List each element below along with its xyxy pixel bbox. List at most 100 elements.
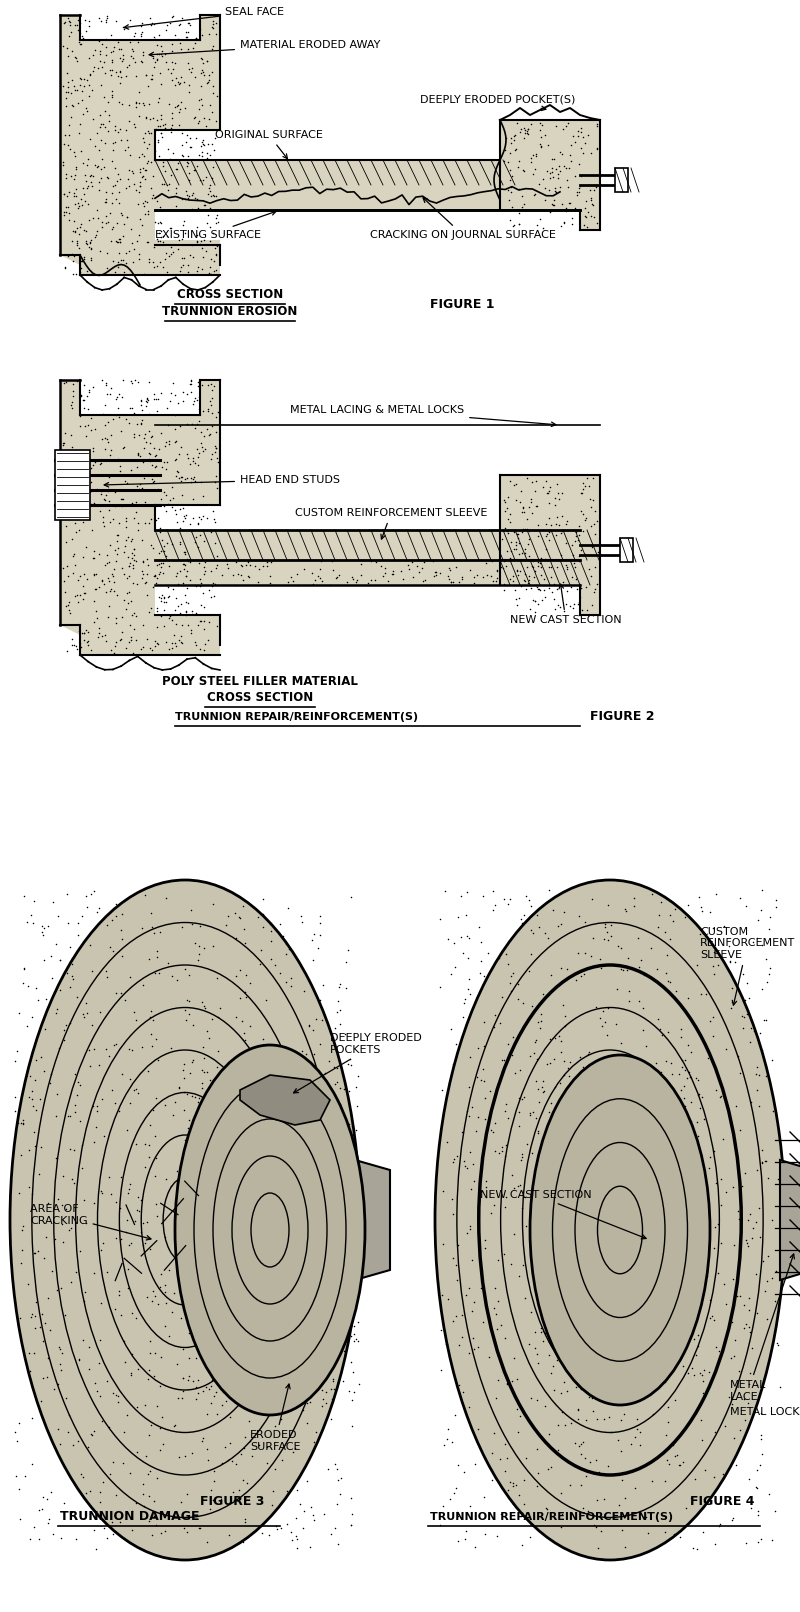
Point <box>445 569 458 595</box>
Point <box>75 248 88 274</box>
Point <box>104 437 117 463</box>
Point <box>30 1048 42 1074</box>
Point <box>204 253 217 279</box>
Point <box>738 1386 750 1412</box>
Point <box>630 1290 643 1315</box>
Point <box>146 66 158 92</box>
Point <box>58 255 71 280</box>
Point <box>196 372 209 398</box>
Point <box>218 1278 230 1304</box>
Point <box>584 1212 597 1238</box>
Point <box>166 962 178 988</box>
Point <box>258 1251 271 1277</box>
Point <box>426 548 439 574</box>
Point <box>156 111 169 137</box>
Point <box>308 567 321 593</box>
Point <box>764 954 777 980</box>
Point <box>327 1028 340 1054</box>
Point <box>646 882 658 908</box>
Point <box>238 1101 250 1127</box>
Point <box>177 1336 190 1362</box>
Point <box>164 603 177 629</box>
Point <box>743 1319 756 1344</box>
Point <box>480 1169 493 1194</box>
Point <box>240 551 253 577</box>
Point <box>101 1369 114 1394</box>
Point <box>662 1246 674 1272</box>
Point <box>497 1048 510 1074</box>
Point <box>293 1153 306 1178</box>
Point <box>163 430 176 456</box>
Point <box>478 1009 490 1035</box>
Point <box>138 1230 151 1256</box>
Point <box>498 498 511 524</box>
Point <box>210 1261 223 1286</box>
Point <box>193 397 206 422</box>
Point <box>152 127 165 153</box>
Point <box>324 572 337 598</box>
Point <box>492 1288 505 1314</box>
Point <box>206 1174 218 1199</box>
Point <box>203 1349 216 1375</box>
Point <box>306 1167 318 1193</box>
Point <box>694 1095 706 1120</box>
Point <box>144 448 157 474</box>
Point <box>582 1498 594 1523</box>
Point <box>314 903 326 929</box>
Point <box>124 29 137 55</box>
Point <box>515 540 528 566</box>
Point <box>298 978 310 1004</box>
Point <box>29 1315 42 1341</box>
Point <box>250 1099 262 1125</box>
Point <box>554 954 567 980</box>
Point <box>306 927 318 953</box>
Point <box>207 1469 220 1494</box>
Point <box>231 1269 244 1294</box>
Point <box>142 148 154 174</box>
Point <box>82 619 94 645</box>
Point <box>280 1107 293 1133</box>
Point <box>71 6 84 32</box>
Point <box>466 1248 478 1273</box>
Point <box>651 1186 664 1212</box>
Point <box>128 505 141 530</box>
Point <box>514 906 527 932</box>
Point <box>111 542 124 567</box>
Point <box>529 588 542 614</box>
Point <box>135 48 148 74</box>
Point <box>506 193 518 219</box>
Point <box>87 451 100 477</box>
Point <box>531 577 544 603</box>
Point <box>162 574 174 600</box>
Point <box>298 1498 310 1523</box>
Point <box>126 231 138 256</box>
Point <box>207 1488 220 1514</box>
Point <box>173 227 186 253</box>
Point <box>41 1486 54 1512</box>
Point <box>109 1225 122 1251</box>
Point <box>120 1402 133 1428</box>
Point <box>541 1140 554 1165</box>
Point <box>490 564 503 590</box>
Point <box>514 572 527 598</box>
Point <box>299 1311 312 1336</box>
Point <box>615 1341 628 1367</box>
Point <box>601 1454 614 1480</box>
Point <box>155 538 168 564</box>
Point <box>640 1207 653 1233</box>
Point <box>555 1183 568 1209</box>
Point <box>135 164 148 190</box>
Point <box>520 883 533 909</box>
Point <box>606 1051 618 1077</box>
Point <box>565 532 578 558</box>
Point <box>584 487 597 513</box>
Point <box>149 1164 162 1190</box>
Point <box>447 569 460 595</box>
Point <box>78 387 90 413</box>
Point <box>142 1145 155 1170</box>
Point <box>144 176 157 202</box>
Point <box>83 61 96 87</box>
Point <box>26 1301 38 1327</box>
Point <box>576 1314 589 1340</box>
Point <box>250 1296 263 1322</box>
